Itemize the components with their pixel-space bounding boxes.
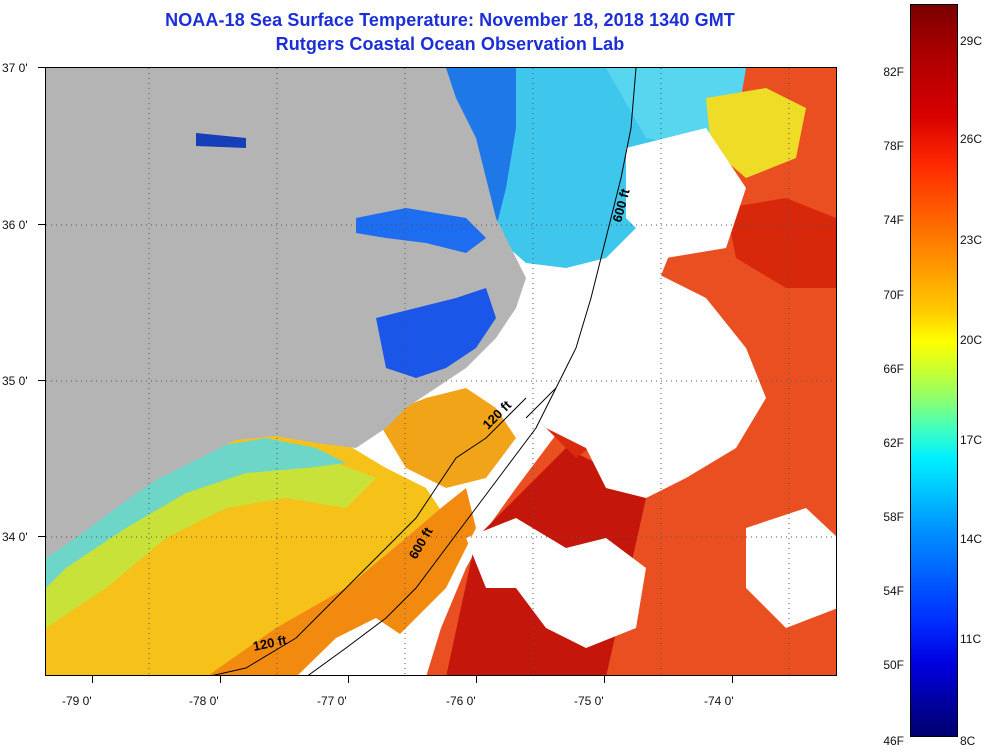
colorbar-label-c: 14C [960, 532, 983, 546]
land-mass [46, 68, 526, 558]
colorbar-label-c: 20C [960, 333, 983, 347]
lon-label-77: -77 0' [317, 694, 347, 708]
cloud-mass-se [746, 508, 836, 628]
graticule [46, 68, 836, 675]
sst-map: 600 ft 120 ft 600 ft 120 ft [45, 67, 837, 676]
lon-tick [732, 676, 733, 683]
colorbar-label-f: 78F [883, 139, 904, 153]
contour-label-120-south: 120 ft [252, 632, 289, 654]
colorbar-label-c: 8C [960, 734, 976, 748]
temperature-colorbar [910, 4, 958, 737]
lat-tick [38, 380, 45, 381]
lon-tick [92, 676, 93, 683]
colorbar-label-c: 17C [960, 433, 983, 447]
contour-600ft-south [307, 387, 557, 675]
sst-map-canvas: 600 ft 120 ft 600 ft 120 ft [46, 68, 836, 675]
inland-lake [196, 133, 246, 148]
lat-tick [38, 67, 45, 68]
colorbar-label-f: 66F [883, 362, 904, 376]
colorbar-label-f: 74F [883, 213, 904, 227]
lon-tick [476, 676, 477, 683]
lon-label-78: -78 0' [189, 694, 219, 708]
lon-label-79: -79 0' [62, 694, 92, 708]
albemarle-sound [356, 208, 486, 253]
lat-label-36: 36 0' [2, 218, 28, 232]
lon-tick [604, 676, 605, 683]
colorbar-label-f: 50F [883, 658, 904, 672]
colorbar-label-f: 46F [883, 734, 904, 748]
northern-nearshore-cold [446, 68, 516, 228]
cloud-mass-central [486, 268, 766, 498]
contour-600ft-north [525, 68, 637, 419]
colorbar-label-c: 11C [960, 632, 982, 646]
lat-label-34: 34 0' [2, 530, 28, 544]
lon-tick [348, 676, 349, 683]
raleigh-bay-water [376, 388, 516, 488]
contour-120ft [212, 397, 527, 675]
lon-tick [220, 676, 221, 683]
lat-label-37: 37 0' [2, 61, 28, 75]
yellow-patch-ne [706, 88, 806, 178]
lon-label-75: -75 0' [574, 694, 604, 708]
colorbar-label-f: 82F [883, 65, 904, 79]
pamlico-sound [376, 288, 496, 378]
colorbar-label-f: 58F [883, 510, 904, 524]
title-line-1: NOAA-18 Sea Surface Temperature: Novembe… [165, 10, 735, 30]
colorbar-label-f: 62F [883, 436, 904, 450]
colorbar-label-f: 54F [883, 584, 904, 598]
colorbar-label-c: 26C [960, 132, 983, 146]
shelf-water-green [46, 453, 376, 628]
lat-label-35: 35 0' [2, 374, 28, 388]
colorbar-label-c: 29C [960, 34, 983, 48]
lat-tick [38, 224, 45, 225]
colorbar-label-f: 70F [883, 288, 904, 302]
lon-label-74: -74 0' [704, 694, 734, 708]
colorbar-label-c: 23C [960, 233, 983, 247]
lon-label-76: -76 0' [446, 694, 476, 708]
cloud-mass-sw [298, 618, 406, 675]
red-patch-ne [726, 198, 836, 288]
cloud-mass-south [466, 518, 646, 648]
map-title: NOAA-18 Sea Surface Temperature: Novembe… [80, 8, 820, 56]
lat-tick [38, 536, 45, 537]
title-line-2: Rutgers Coastal Ocean Observation Lab [275, 34, 625, 54]
